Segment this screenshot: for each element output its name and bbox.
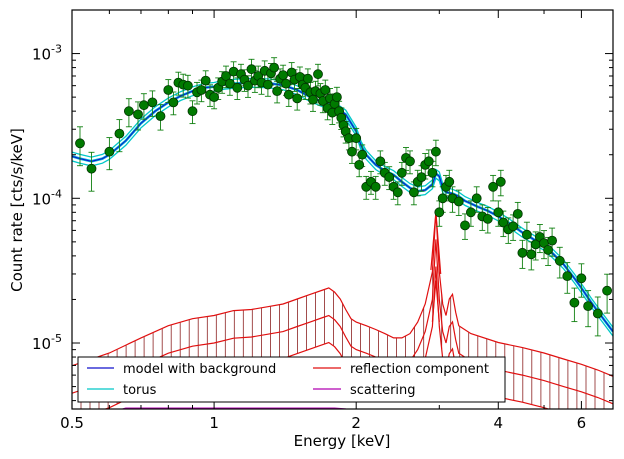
data-point <box>281 78 291 89</box>
data-point <box>75 138 85 149</box>
legend-label-reflection: reflection component <box>350 362 489 377</box>
data-point <box>168 97 179 108</box>
data-point <box>354 159 365 170</box>
plot-frame <box>71 9 614 410</box>
legend-label-scattering: scattering <box>350 383 416 398</box>
data-point <box>427 167 438 178</box>
data-point <box>351 133 362 144</box>
data-point <box>320 85 331 95</box>
data-point <box>517 247 528 258</box>
data-point <box>392 187 403 198</box>
data-point <box>200 75 211 86</box>
x-tick-label: 1 <box>209 414 219 432</box>
x-tick-label: 0.5 <box>60 414 84 432</box>
data-point <box>283 89 294 100</box>
data-point <box>114 128 125 139</box>
data-point <box>155 111 166 121</box>
data-point <box>163 85 174 95</box>
data-point <box>243 80 253 91</box>
legend-label-model: model with background <box>123 362 276 377</box>
data-point <box>133 109 143 120</box>
y-tick-label: 10-3 <box>32 43 62 64</box>
x-tick-label: 2 <box>351 414 361 432</box>
data-point <box>182 80 193 91</box>
legend-label-torus: torus <box>123 383 157 398</box>
data-point <box>592 308 603 319</box>
axis-ticks: 0.5 1 2 4 6 10-5 10-4 10-3 <box>32 9 614 432</box>
y-axis-label: Count rate [cts/s/keV] <box>8 128 26 292</box>
data-point <box>526 249 537 260</box>
data-point <box>493 207 504 218</box>
data-point <box>246 64 257 75</box>
data-point <box>347 146 357 157</box>
data-point <box>104 146 115 157</box>
data-point <box>408 187 419 198</box>
data-point <box>488 181 499 192</box>
data-point <box>292 93 303 104</box>
reflection-lower-peak <box>431 280 440 322</box>
data-point <box>196 85 207 95</box>
data-point <box>278 70 289 80</box>
data-point <box>444 176 455 187</box>
legend-box <box>77 356 506 403</box>
data-point <box>262 79 273 90</box>
y-tick-label: 10-5 <box>32 332 62 353</box>
data-point <box>453 196 464 207</box>
data-point <box>138 100 149 111</box>
data-point <box>308 94 318 105</box>
data-point <box>269 62 280 73</box>
data-point <box>331 92 342 102</box>
x-tick-label: 6 <box>577 414 587 432</box>
data-point <box>375 156 386 167</box>
data-point <box>384 172 395 183</box>
data-point <box>547 235 557 246</box>
data-point <box>430 146 441 157</box>
data-point <box>465 207 476 218</box>
data-point <box>187 106 198 117</box>
data-point <box>495 176 506 187</box>
data-point <box>123 106 134 117</box>
data-point <box>522 229 532 240</box>
data-point <box>437 193 448 204</box>
data-point <box>569 297 580 308</box>
data-point <box>224 78 235 89</box>
data-point <box>423 156 434 167</box>
data-point <box>405 156 415 167</box>
data-point <box>508 221 518 232</box>
x-axis-label: Energy [keV] <box>294 432 391 450</box>
data-point <box>357 149 368 160</box>
y-tick-label: 10-4 <box>32 187 62 208</box>
data-point <box>272 86 283 96</box>
x-tick-label: 4 <box>494 414 504 432</box>
data-point <box>396 167 407 178</box>
legend: model with background torus reflection c… <box>77 356 506 403</box>
data-point <box>313 69 323 80</box>
data-point <box>86 163 97 174</box>
data-point <box>482 213 493 224</box>
data-point <box>543 244 553 255</box>
data-point <box>602 285 612 296</box>
data-point <box>471 193 482 204</box>
data-point <box>232 82 243 93</box>
data-point <box>221 71 231 81</box>
data-point <box>562 271 573 282</box>
data-point <box>460 220 470 231</box>
data-point <box>370 181 381 192</box>
data-points-layer <box>75 57 612 337</box>
data-point <box>554 255 565 266</box>
data-point <box>434 207 445 218</box>
reflection-upper-curve <box>72 211 613 377</box>
data-point <box>302 73 313 84</box>
data-point <box>416 172 427 183</box>
data-point <box>512 208 523 219</box>
data-point <box>576 273 587 284</box>
data-point <box>583 301 593 312</box>
data-point <box>147 97 158 108</box>
data-point <box>498 217 509 228</box>
data-point <box>209 92 220 102</box>
